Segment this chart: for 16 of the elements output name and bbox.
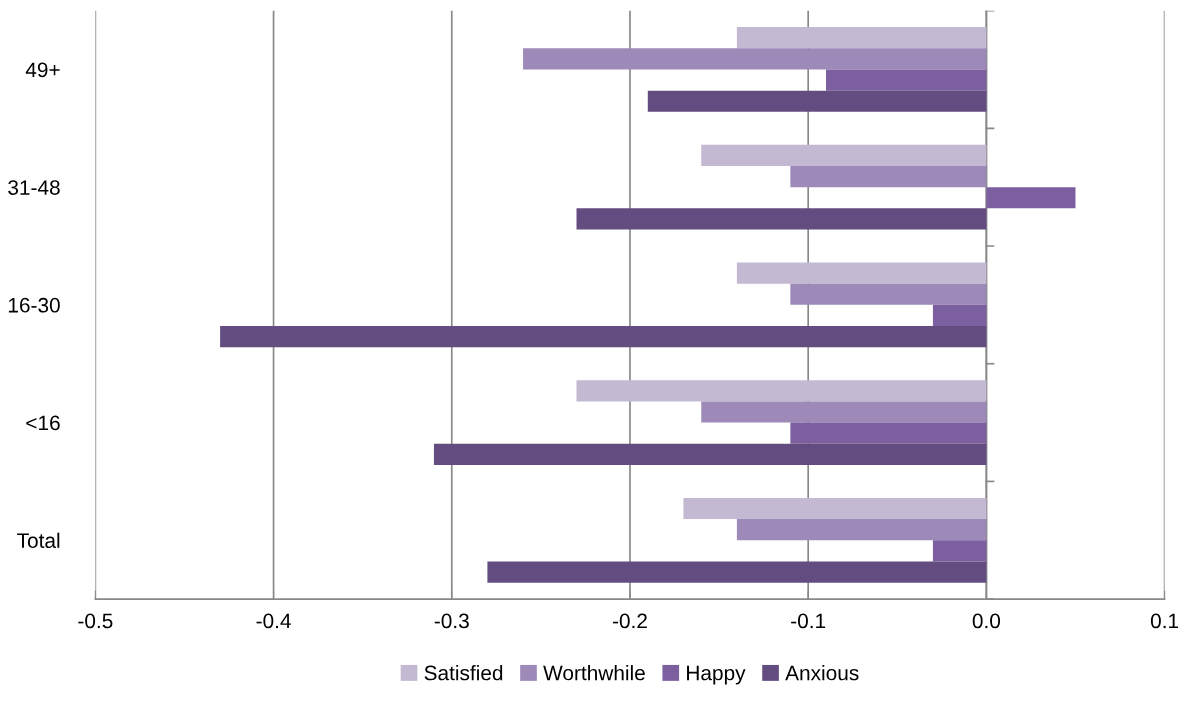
x-tick-label: -0.2 xyxy=(612,613,647,629)
x-tick-label: -0.4 xyxy=(256,613,291,629)
legend-label: Worthwhile xyxy=(543,665,645,681)
x-tick-label: 0.1 xyxy=(1150,613,1179,629)
y-tick-label: 31-48 xyxy=(8,180,60,195)
x-tick-label: -0.3 xyxy=(434,613,469,629)
x-tick-label: -0.1 xyxy=(791,613,826,629)
y-tick-label: Total xyxy=(17,532,60,549)
x-tick-label: 0.0 xyxy=(972,613,1001,629)
legend-label: Satisfied xyxy=(424,665,503,681)
y-tick-label: <16 xyxy=(26,415,60,431)
x-tick-label: -0.5 xyxy=(78,613,113,629)
legend-label: Happy xyxy=(687,665,746,685)
legend-label: Anxious xyxy=(785,665,859,681)
y-tick-label: 49+ xyxy=(25,62,60,78)
y-tick-label: 16-30 xyxy=(8,297,60,313)
